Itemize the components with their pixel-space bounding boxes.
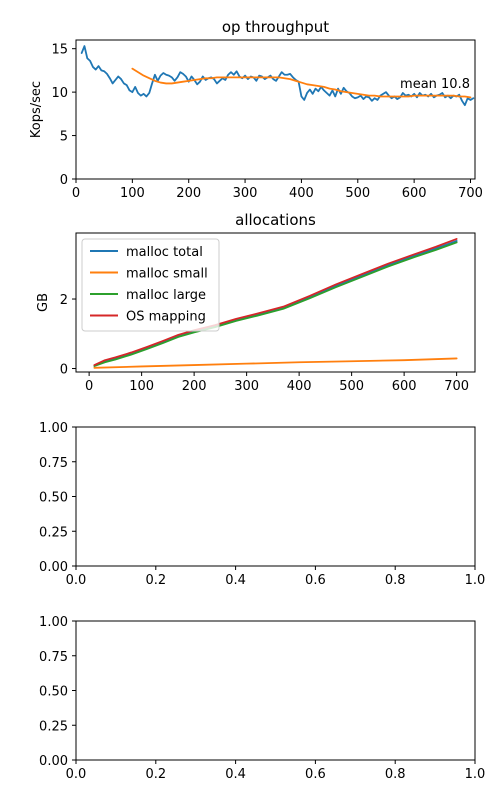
y-tick-label: 0.75 [39, 650, 68, 665]
chart-title: allocations [235, 211, 316, 229]
axes-frame [75, 39, 476, 180]
x-tick-label: 0.2 [145, 767, 166, 782]
y-tick-label: 5 [60, 130, 68, 145]
chart-title: op throughput [222, 18, 329, 36]
y-tick-label: 0.00 [39, 754, 68, 769]
x-tick-label: 100 [129, 379, 154, 394]
axes-frame [75, 620, 476, 761]
y-axis-label: GB [36, 293, 51, 312]
y-tick-label: 0 [60, 363, 68, 378]
x-tick-label: 600 [392, 379, 417, 394]
x-tick-label: 700 [458, 186, 483, 201]
axes-frame [75, 426, 476, 567]
empty-axes-4: 0.0 0.2 0.4 0.6 0.8 1.0 0.00 0.25 0.50 0.75 1.00 [39, 615, 485, 782]
series-line-malloc-small [93, 357, 458, 369]
mean-annotation: mean 10.8 [400, 77, 470, 92]
legend-entry: malloc total [126, 245, 203, 260]
series-line-os-mapping [93, 238, 458, 366]
x-tick-label: 0 [85, 379, 93, 394]
y-tick-label: 15 [51, 43, 68, 58]
x-tick-label: 0.8 [385, 573, 406, 588]
x-tick-label: 500 [345, 186, 370, 201]
x-tick-label: 400 [287, 379, 312, 394]
y-tick-label: 2 [60, 293, 68, 308]
x-tick-label: 300 [233, 186, 258, 201]
legend-entry: malloc large [126, 288, 206, 303]
x-tick-label: 0.6 [305, 767, 326, 782]
x-tick-label: 200 [182, 379, 207, 394]
legend-box [81, 238, 220, 332]
y-tick-label: 0.25 [39, 525, 68, 540]
x-tick-label: 600 [402, 186, 427, 201]
series-line-2 [131, 67, 472, 99]
x-tick-label: 400 [289, 186, 314, 201]
y-tick-label: 10 [51, 86, 68, 101]
x-tick-label: 0.8 [385, 767, 406, 782]
x-tick-label: 0.4 [225, 767, 246, 782]
x-tick-label: 700 [444, 379, 469, 394]
x-tick-label: 300 [234, 379, 259, 394]
x-tick-label: 0.2 [145, 573, 166, 588]
allocations-chart: 0 100 200 300 400 500 600 700 0 2 allocations GB mal… [36, 211, 476, 394]
y-tick-label: 0.25 [39, 719, 68, 734]
x-tick-label: 1.0 [465, 573, 486, 588]
y-tick-label: 0 [60, 173, 68, 188]
y-tick-label: 0.00 [39, 560, 68, 575]
y-tick-label: 0.50 [39, 491, 68, 506]
x-tick-label: 100 [120, 186, 145, 201]
y-tick-label: 1.00 [39, 615, 68, 630]
x-tick-label: 0.6 [305, 573, 326, 588]
y-tick-label: 1.00 [39, 421, 68, 436]
legend-entry: malloc small [126, 267, 208, 282]
x-tick-label: 0.4 [225, 573, 246, 588]
y-tick-label: 0.50 [39, 685, 68, 700]
y-tick-label: 0.75 [39, 456, 68, 471]
throughput-chart: 0 100 200 300 400 500 600 700 0 5 10 15 op throughpu… [29, 18, 483, 201]
axes-frame [75, 232, 476, 373]
x-tick-label: 0.0 [66, 767, 87, 782]
legend-entry: OS mapping [126, 310, 206, 325]
empty-axes-3: 0.0 0.2 0.4 0.6 0.8 1.0 0.00 0.25 0.50 0.75 1.00 [39, 421, 485, 588]
x-tick-label: 0.0 [66, 573, 87, 588]
x-tick-label: 500 [339, 379, 364, 394]
series-line-1 [80, 45, 475, 107]
x-tick-label: 0 [72, 186, 80, 201]
x-tick-label: 1.0 [465, 767, 486, 782]
y-axis-label: Kops/sec [29, 81, 44, 138]
series-line-malloc-large [93, 241, 458, 367]
x-tick-label: 200 [176, 186, 201, 201]
